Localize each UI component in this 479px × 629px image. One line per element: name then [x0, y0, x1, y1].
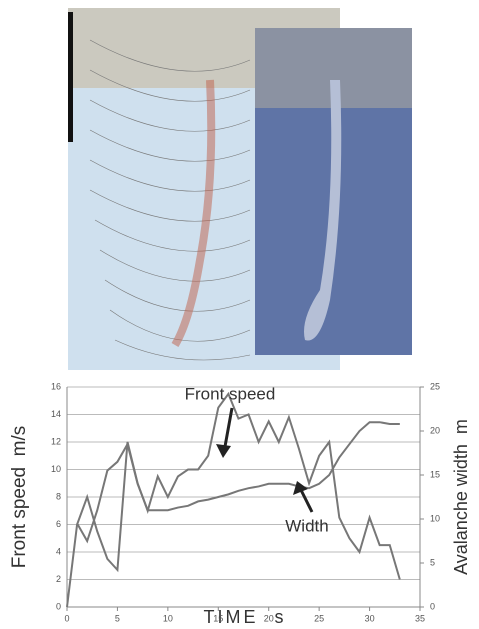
x-tick-label: 5 — [115, 613, 120, 623]
y2-tick-label: 5 — [430, 557, 435, 567]
plot: 0 2 4 6 8 10 12 14 16 0 5 10 15 20 25 0 5 10 15 20 25 30 35 — [51, 381, 440, 623]
x-tick-label: 20 — [264, 613, 274, 623]
photo-panel — [68, 8, 412, 370]
y-tick-label: 2 — [56, 574, 61, 584]
series-line — [67, 394, 400, 607]
y2-tick-label: 25 — [430, 381, 440, 391]
y2-tick-label: 0 — [430, 601, 435, 611]
x-tick-label: 35 — [415, 613, 425, 623]
y-tick-label: 10 — [51, 464, 61, 474]
figure: Front speed m/s Avalanche width m TIME s… — [0, 0, 479, 629]
y-tick-label: 16 — [51, 381, 61, 391]
annotation-arrowhead — [293, 481, 308, 495]
y-tick-label: 14 — [51, 409, 61, 419]
y-tick-label: 0 — [56, 601, 61, 611]
y-tick-label: 6 — [56, 519, 61, 529]
y2-tick-label: 10 — [430, 513, 440, 523]
x-tick-label: 15 — [213, 613, 223, 623]
y2-axis-label: Avalanche width m — [451, 419, 471, 575]
y2-tick-label: 20 — [430, 425, 440, 435]
series-line — [77, 422, 400, 541]
y-tick-label: 8 — [56, 491, 61, 501]
y-axis-label: Front speed m/s — [9, 426, 30, 569]
x-tick-label: 25 — [314, 613, 324, 623]
y-tick-label: 4 — [56, 546, 61, 556]
x-tick-label: 0 — [64, 613, 69, 623]
x-tick-label: 30 — [365, 613, 375, 623]
annotation-arrow — [300, 488, 312, 512]
annotation: Front speed — [185, 384, 276, 403]
y2-tick-label: 15 — [430, 469, 440, 479]
y-tick-label: 12 — [51, 436, 61, 446]
annotation: Width — [285, 516, 328, 535]
scale-bar — [68, 12, 73, 142]
annotation-arrowhead — [216, 444, 231, 458]
x-tick-label: 10 — [163, 613, 173, 623]
